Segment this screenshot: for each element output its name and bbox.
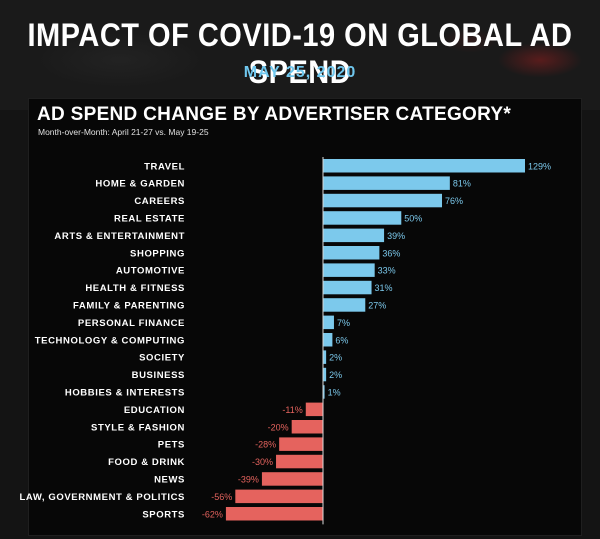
bar	[323, 385, 325, 399]
bar	[323, 228, 385, 243]
bar	[323, 176, 450, 190]
bar	[225, 507, 323, 521]
category-label: LAW, GOVERNMENT & POLITICS	[20, 492, 186, 503]
bar	[323, 263, 375, 277]
category-label: PETS	[158, 440, 185, 451]
category-label: BUSINESS	[132, 370, 185, 381]
bar	[305, 402, 323, 417]
category-label: HOBBIES & INTERESTS	[65, 387, 185, 398]
category-label: ARTS & ENTERTAINMENT	[54, 231, 185, 242]
bar	[323, 350, 327, 364]
category-label: REAL ESTATE	[114, 213, 185, 224]
bar	[323, 333, 333, 347]
value-label: -62%	[202, 509, 223, 519]
bar	[279, 437, 323, 451]
category-label: TECHNOLOGY & COMPUTING	[35, 335, 185, 346]
bar	[323, 211, 402, 225]
bar	[323, 280, 372, 295]
value-label: -56%	[211, 492, 232, 502]
bar	[291, 420, 323, 434]
value-label: 129%	[528, 161, 551, 171]
bar	[235, 489, 323, 504]
category-label: FOOD & DRINK	[108, 457, 185, 468]
value-label: -20%	[268, 422, 289, 432]
value-label: -28%	[255, 440, 276, 450]
category-label: SHOPPING	[130, 248, 185, 259]
bar	[323, 246, 380, 260]
category-label: NEWS	[154, 474, 185, 485]
value-label: 76%	[445, 196, 463, 206]
category-label: SOCIETY	[139, 353, 185, 364]
page-date: MAY 25, 2020	[243, 64, 357, 81]
bar	[323, 298, 366, 312]
value-label: 39%	[387, 231, 405, 241]
value-label: -30%	[252, 457, 273, 467]
category-label: HOME & GARDEN	[95, 179, 185, 190]
background-map	[0, 0, 600, 110]
value-label: 50%	[404, 213, 422, 223]
bar	[261, 472, 323, 486]
category-label: SPORTS	[142, 509, 185, 520]
category-label: EDUCATION	[124, 405, 185, 416]
page-title: IMPACT OF COVID-19 ON GLOBAL AD SPEND	[27, 18, 573, 91]
bar	[323, 315, 334, 330]
bar	[276, 454, 323, 469]
value-label: 2%	[329, 353, 342, 363]
category-label: PERSONAL FINANCE	[78, 318, 185, 329]
value-label: 2%	[329, 370, 342, 380]
value-label: 33%	[378, 266, 396, 276]
value-label: -39%	[238, 474, 259, 484]
bar	[323, 193, 443, 208]
category-label: TRAVEL	[144, 161, 185, 172]
value-label: 1%	[328, 387, 341, 397]
category-label: CAREERS	[134, 196, 185, 207]
chart-subtitle: Month-over-Month: April 21-27 vs. May 19…	[38, 127, 209, 137]
category-label: FAMILY & PARENTING	[73, 300, 185, 311]
value-label: 27%	[368, 300, 386, 310]
value-label: 81%	[453, 179, 471, 189]
bar	[323, 159, 525, 173]
value-label: 7%	[337, 318, 350, 328]
value-label: 31%	[375, 283, 393, 293]
value-label: -11%	[282, 405, 302, 415]
bar	[323, 367, 327, 382]
value-label: 6%	[335, 335, 348, 345]
category-label: AUTOMOTIVE	[116, 266, 185, 277]
category-label: STYLE & FASHION	[91, 422, 185, 433]
value-label: 36%	[382, 248, 400, 258]
chart-title: AD SPEND CHANGE BY ADVERTISER CATEGORY*	[37, 104, 512, 125]
category-label: HEALTH & FITNESS	[85, 283, 185, 294]
